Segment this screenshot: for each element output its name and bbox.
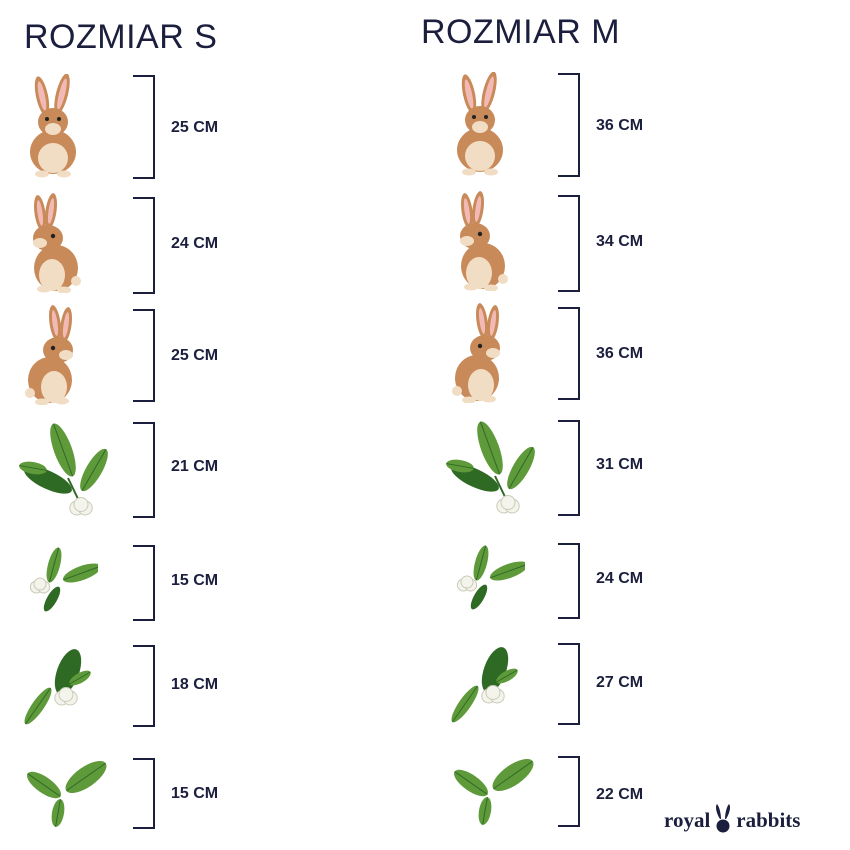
leaf-cluster-flower-icon [18,418,110,522]
size-bracket [558,643,580,725]
rabbit-lookback-icon [445,303,515,404]
rabbit-front-icon [18,73,88,180]
size-label: 25 CM [171,119,219,136]
size-label: 36 CM [596,345,644,362]
size-bracket [558,73,580,177]
size-label: 31 CM [596,456,644,473]
size-bracket [558,420,580,516]
size-bracket [133,197,155,294]
size-s-column: 25 CM 24 CM 25 CM 21 CM 15 CM 18 CM 15 C… [18,73,219,829]
flower-two-leaves-icon [18,545,101,621]
size-bracket [133,545,155,621]
size-label: 22 CM [596,786,644,803]
royal-rabbits-logo: royal rabbits [664,803,800,833]
two-leaves-icon [445,755,537,827]
size-s-heading: ROZMIAR S [24,18,218,56]
size-bracket [558,195,580,292]
two-leaves-icon [18,757,110,829]
rabbit-side-icon [18,193,88,294]
size-m-heading: ROZMIAR M [421,13,621,51]
curled-leaf-flower-icon [445,642,525,730]
flower-two-leaves-icon [445,543,528,619]
size-bracket [133,75,155,179]
size-bracket [558,307,580,400]
rabbit-front-icon [445,71,515,178]
size-label: 25 CM [171,347,219,364]
curled-leaf-flower-icon [18,644,98,732]
size-bracket [558,543,580,619]
logo-word-right: rabbits [736,808,801,832]
size-label: 18 CM [171,676,219,693]
size-label: 15 CM [171,785,219,802]
size-label: 34 CM [596,233,644,250]
size-label: 21 CM [171,458,219,475]
logo-word-left: royal [664,808,711,832]
size-label: 27 CM [596,674,644,691]
size-label: 36 CM [596,117,644,134]
rabbit-ears-icon [716,804,731,833]
size-bracket [133,422,155,518]
leaf-cluster-flower-icon [445,416,537,520]
size-label: 15 CM [171,572,219,589]
size-bracket [558,756,580,827]
rabbit-side-icon [445,191,515,292]
size-bracket [133,758,155,829]
size-label: 24 CM [171,235,219,252]
size-bracket [133,309,155,402]
rabbit-lookback-icon [18,305,88,406]
size-bracket [133,645,155,727]
size-m-column: 36 CM 34 CM 36 CM 31 CM 24 CM 27 CM 22 C… [425,0,850,850]
size-label: 24 CM [596,570,644,587]
